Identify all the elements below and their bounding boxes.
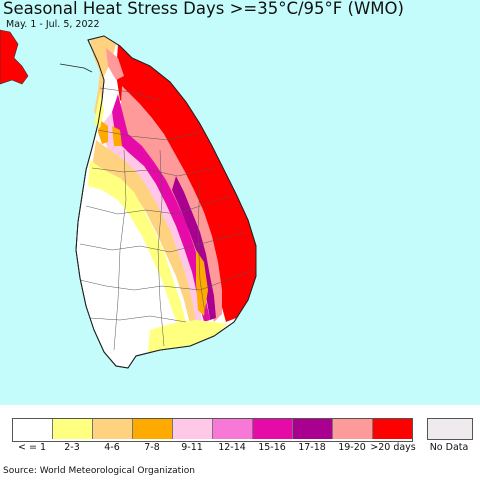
legend-swatch-5 xyxy=(213,419,253,439)
legend: < = 1 2-3 4-6 7-8 9-11 12-14 15-16 17-18… xyxy=(12,418,473,458)
heat-zone-orange-2 xyxy=(112,126,122,146)
legend-swatch-9 xyxy=(373,419,412,439)
map-subtitle: May. 1 - Jul. 5, 2022 xyxy=(6,19,100,30)
legend-label-5: 12-14 xyxy=(218,442,246,453)
heat-zone-south-yellow xyxy=(148,320,228,352)
heat-zone-magenta xyxy=(112,94,210,322)
legend-swatch-3 xyxy=(133,419,173,439)
legend-swatch-7 xyxy=(293,419,333,439)
legend-label-8: 19-20 xyxy=(338,442,366,453)
map-area: Seasonal Heat Stress Days >=35°C/95°F (W… xyxy=(0,0,480,405)
legend-swatch-8 xyxy=(333,419,373,439)
heat-zone-pink xyxy=(120,86,222,322)
legend-no-data-swatch xyxy=(427,418,473,440)
legend-label-3: 7-8 xyxy=(144,442,160,453)
india-landmass xyxy=(0,29,29,85)
legend-swatch-6 xyxy=(253,419,293,439)
heat-zone-yellow xyxy=(88,160,186,326)
legend-label-9: >20 days xyxy=(370,442,416,453)
heat-zone-north-pink xyxy=(106,48,124,80)
sri-lanka-map xyxy=(0,0,257,369)
legend-label-0: < = 1 xyxy=(17,442,46,453)
adams-bridge xyxy=(59,63,93,73)
legend-swatches xyxy=(12,418,413,442)
source-credit: Source: World Meteorological Organizatio… xyxy=(3,466,195,476)
legend-swatch-1 xyxy=(53,419,93,439)
legend-label-4: 9-11 xyxy=(181,442,203,453)
legend-label-6: 15-16 xyxy=(258,442,286,453)
legend-label-7: 17-18 xyxy=(298,442,326,453)
map-title: Seasonal Heat Stress Days >=35°C/95°F (W… xyxy=(3,0,404,18)
legend-labels: < = 1 2-3 4-6 7-8 9-11 12-14 15-16 17-18… xyxy=(12,442,416,456)
heat-zone-orange xyxy=(98,120,108,144)
legend-swatch-4 xyxy=(173,419,213,439)
heat-zone-orange-3 xyxy=(196,250,208,316)
legend-label-2: 4-6 xyxy=(104,442,120,453)
heat-zone-tan xyxy=(92,140,196,324)
island-coastline xyxy=(75,35,257,369)
district-borders xyxy=(79,87,255,351)
legend-swatch-2 xyxy=(93,419,133,439)
india-coast-hint xyxy=(0,0,40,20)
legend-swatch-0 xyxy=(13,419,53,439)
legend-label-1: 2-3 xyxy=(64,442,80,453)
legend-no-data-label: No Data xyxy=(429,442,469,453)
